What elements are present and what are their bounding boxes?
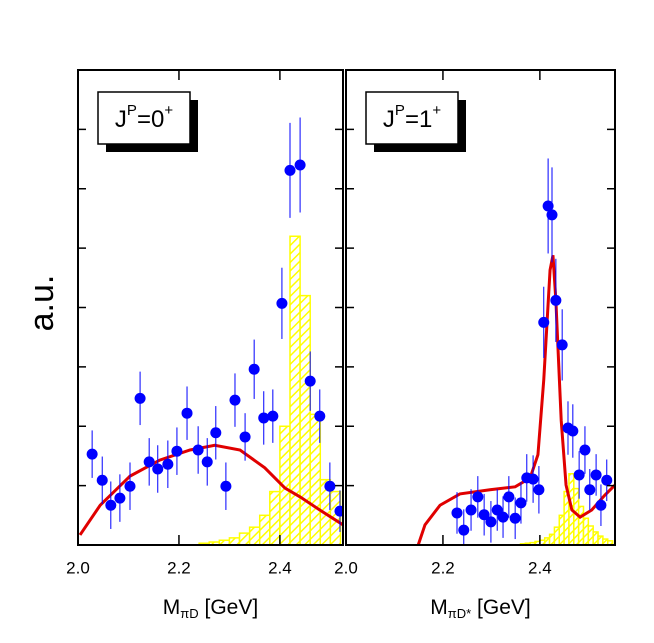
- data-point: [258, 412, 270, 424]
- histogram-bar: [248, 526, 261, 545]
- histogram-bar: [289, 235, 301, 545]
- jp-text: J: [115, 106, 127, 133]
- data-point: [152, 463, 164, 475]
- fit-curve: [416, 254, 615, 545]
- x-label-sub: πD*: [448, 606, 471, 621]
- data-point: [105, 499, 117, 511]
- data-point: [590, 469, 602, 481]
- data-point: [533, 484, 545, 496]
- data-point: [497, 511, 509, 523]
- data-point: [485, 516, 497, 528]
- data-point: [96, 474, 108, 486]
- data-point: [86, 448, 98, 460]
- plot-area: [416, 158, 615, 545]
- data-point: [542, 200, 554, 212]
- data-point: [210, 427, 222, 439]
- data-point: [550, 294, 562, 306]
- data-point: [276, 297, 288, 309]
- histogram-bar: [309, 413, 322, 545]
- jp-text: J: [383, 106, 395, 133]
- data-point: [143, 456, 155, 468]
- data-point: [538, 316, 550, 328]
- x-axis-label: MπD* [GeV]: [430, 596, 530, 622]
- data-point: [584, 484, 596, 496]
- x-tick-label: 2.0: [334, 558, 358, 577]
- data-point: [573, 469, 585, 481]
- jp-sup: +: [432, 102, 441, 119]
- histogram-bar: [258, 514, 271, 545]
- data-point: [334, 505, 343, 517]
- data-point: [472, 491, 484, 503]
- histogram-bar: [299, 294, 311, 545]
- data-point: [304, 375, 316, 387]
- data-point: [601, 474, 613, 486]
- data-point: [201, 456, 213, 468]
- data-point: [124, 480, 136, 492]
- jp-sup: P: [127, 102, 137, 119]
- data-point: [515, 497, 527, 509]
- data-point: [284, 164, 296, 176]
- data-point: [527, 473, 539, 485]
- data-point: [114, 492, 126, 504]
- data-point: [229, 394, 241, 406]
- data-point: [181, 407, 193, 419]
- data-point: [267, 410, 279, 422]
- data-point: [294, 159, 306, 171]
- histogram-bar: [228, 537, 241, 545]
- histogram-bar: [269, 490, 281, 545]
- label-box: [97, 91, 191, 145]
- x-tick-label: 2.4: [528, 558, 552, 577]
- data-point: [314, 410, 326, 422]
- data-point: [567, 425, 579, 437]
- data-point: [595, 499, 607, 511]
- x-label-unit: [GeV]: [199, 596, 259, 619]
- x-label-main: M: [163, 596, 181, 619]
- x-tick-label: 2.4: [268, 558, 292, 577]
- y-axis-label: a.u.: [23, 275, 61, 332]
- fit-curve: [78, 443, 343, 536]
- data-point: [509, 512, 521, 524]
- data-point: [546, 209, 558, 221]
- data-point: [465, 504, 477, 516]
- plot-area: [78, 117, 343, 545]
- x-tick-label: 2.0: [66, 558, 90, 577]
- jp-label: JP=0+: [115, 102, 173, 133]
- data-point: [162, 458, 174, 470]
- histogram-bar: [606, 540, 614, 545]
- data-point: [192, 444, 204, 456]
- data-point: [556, 339, 568, 351]
- data-point: [503, 491, 515, 503]
- x-tick-label: 2.2: [431, 558, 455, 577]
- data-point: [478, 509, 490, 521]
- data-point: [248, 363, 260, 375]
- jp-text: =1: [405, 106, 432, 133]
- x-tick-label: 2.2: [167, 558, 191, 577]
- histogram-bar: [238, 532, 251, 545]
- data-point: [171, 445, 183, 457]
- x-axis-label: MπD [GeV]: [163, 596, 258, 622]
- data-point: [239, 431, 251, 443]
- data-point: [458, 524, 470, 536]
- data-point: [579, 444, 591, 456]
- x-label-unit: [GeV]: [471, 596, 531, 619]
- data-point: [134, 392, 146, 404]
- data-point: [451, 507, 463, 519]
- x-label-sub: πD: [180, 606, 198, 621]
- jp-label: JP=1+: [383, 102, 441, 133]
- jp-text: =0: [137, 106, 164, 133]
- x-label-main: M: [430, 596, 448, 619]
- jp-sup: P: [395, 102, 405, 119]
- data-point: [220, 480, 232, 492]
- label-box: [365, 91, 459, 145]
- jp-sup: +: [164, 102, 173, 119]
- data-point: [324, 480, 336, 492]
